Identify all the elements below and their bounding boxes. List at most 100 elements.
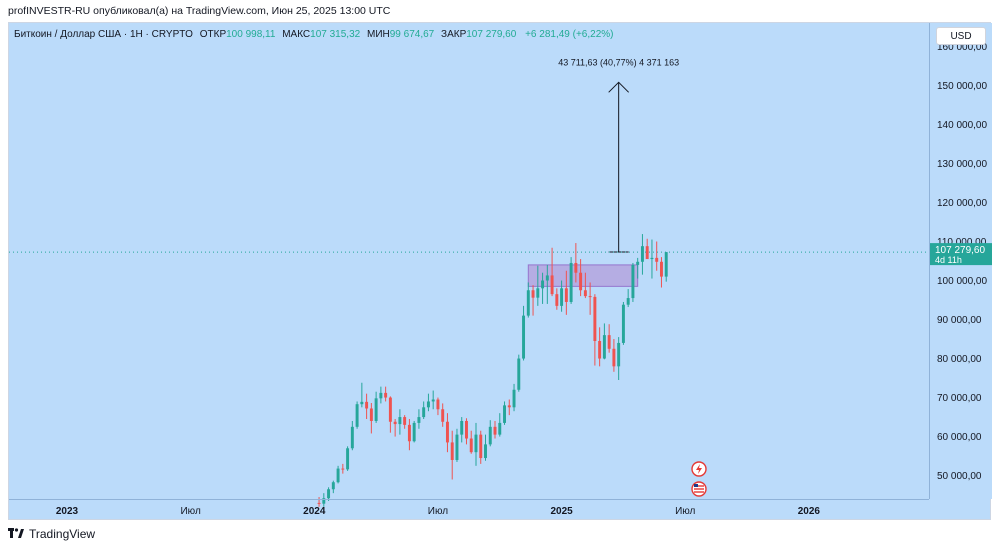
candle[interactable] <box>374 391 378 423</box>
candle[interactable] <box>445 413 449 453</box>
candle[interactable] <box>336 465 340 484</box>
candle[interactable] <box>636 257 640 279</box>
candle[interactable] <box>360 382 364 408</box>
candle[interactable] <box>407 419 411 451</box>
x-tick-label: 2026 <box>798 506 821 517</box>
candle[interactable] <box>412 420 416 443</box>
candle[interactable] <box>327 487 331 501</box>
candle[interactable] <box>493 420 497 439</box>
candle[interactable] <box>526 282 530 318</box>
candle[interactable] <box>659 257 663 288</box>
candle[interactable] <box>588 282 592 315</box>
candle[interactable] <box>640 234 644 275</box>
candle[interactable] <box>574 243 578 283</box>
candle[interactable] <box>512 383 516 412</box>
candle[interactable] <box>393 419 397 437</box>
candle[interactable] <box>331 480 335 494</box>
candle-body <box>426 401 430 408</box>
candle[interactable] <box>536 265 540 306</box>
time-scale[interactable]: 2023 Июл 2024 Июл 2025 Июл 2026 <box>9 499 929 520</box>
candle-body <box>569 262 573 302</box>
candle-body <box>526 290 530 316</box>
candle[interactable] <box>355 401 359 429</box>
candle[interactable] <box>422 401 426 420</box>
candle[interactable] <box>384 386 388 402</box>
candle[interactable] <box>507 399 511 416</box>
candle[interactable] <box>398 409 402 435</box>
candle[interactable] <box>583 272 587 299</box>
candle[interactable] <box>369 403 373 434</box>
candle[interactable] <box>645 238 649 260</box>
candle[interactable] <box>426 393 430 412</box>
candle[interactable] <box>550 247 554 297</box>
candle-body <box>455 434 459 460</box>
candle-body <box>626 298 630 305</box>
candle[interactable] <box>365 393 369 420</box>
candle[interactable] <box>579 259 583 297</box>
high-label: МАКС <box>282 29 311 40</box>
candle[interactable] <box>621 301 625 345</box>
candle[interactable] <box>650 239 654 279</box>
publish-line: profINVESTR-RU опубликовал(а) на Trading… <box>8 5 391 17</box>
chart-frame[interactable]: 43 711,63 (40,77%) 4 371 163 50 000,00 60… <box>8 22 992 520</box>
candle-body <box>484 444 487 459</box>
candle[interactable] <box>541 272 545 304</box>
candle[interactable] <box>612 339 616 372</box>
candle[interactable] <box>664 252 668 282</box>
us-flag-event-icon[interactable] <box>691 481 707 497</box>
candle[interactable] <box>531 285 535 316</box>
candle[interactable] <box>631 262 635 302</box>
candle[interactable] <box>602 323 606 360</box>
candle[interactable] <box>522 305 526 361</box>
candle[interactable] <box>441 403 445 427</box>
lightning-event-icon[interactable] <box>691 461 707 477</box>
candle[interactable] <box>655 241 659 271</box>
candle[interactable] <box>346 446 350 471</box>
demand-zone[interactable] <box>527 264 639 287</box>
candle[interactable] <box>436 397 440 416</box>
candle[interactable] <box>469 430 473 454</box>
price-chart[interactable]: 43 711,63 (40,77%) 4 371 163 <box>9 23 990 519</box>
candle[interactable] <box>455 428 459 462</box>
candle[interactable] <box>479 430 483 464</box>
symbol-title[interactable]: Биткоин / Доллар США · 1Н · CRYPTO <box>14 29 193 40</box>
candle[interactable] <box>484 434 487 461</box>
candle[interactable] <box>617 337 621 380</box>
candle[interactable] <box>564 270 568 315</box>
candle[interactable] <box>517 354 521 392</box>
candle[interactable] <box>560 280 564 312</box>
candle[interactable] <box>417 409 421 429</box>
plot-area[interactable] <box>9 23 929 499</box>
candle[interactable] <box>350 420 354 451</box>
current-price-tag[interactable] <box>930 243 992 266</box>
candle[interactable] <box>503 401 506 425</box>
candle[interactable] <box>379 386 383 404</box>
candle[interactable] <box>569 257 573 304</box>
candle-body <box>550 275 554 295</box>
footer-brand: TradingView <box>29 527 96 541</box>
candle[interactable] <box>598 327 602 367</box>
candle[interactable] <box>545 264 549 304</box>
currency-button[interactable]: USD <box>936 27 986 45</box>
candle[interactable] <box>431 390 435 410</box>
candle[interactable] <box>465 418 468 445</box>
candle-body <box>355 404 359 427</box>
footer: TradingView <box>8 527 95 541</box>
candle-countdown: 4d 11h <box>935 255 962 265</box>
candle[interactable] <box>341 463 345 474</box>
candle[interactable] <box>626 289 630 308</box>
candle[interactable] <box>488 420 492 447</box>
candle[interactable] <box>498 413 502 437</box>
price-scale[interactable]: 50 000,00 60 000,00 70 000,00 80 000,00 90 0… <box>929 23 992 499</box>
candle[interactable] <box>607 324 611 353</box>
candle[interactable] <box>474 422 478 466</box>
candle[interactable] <box>403 415 407 429</box>
candle[interactable] <box>460 417 464 443</box>
candle[interactable] <box>317 497 321 507</box>
candle-body <box>659 261 663 277</box>
candle[interactable] <box>450 430 454 480</box>
candle[interactable] <box>593 294 597 366</box>
candle[interactable] <box>555 288 559 310</box>
candle[interactable] <box>388 396 392 433</box>
low-label: МИН <box>367 29 390 40</box>
